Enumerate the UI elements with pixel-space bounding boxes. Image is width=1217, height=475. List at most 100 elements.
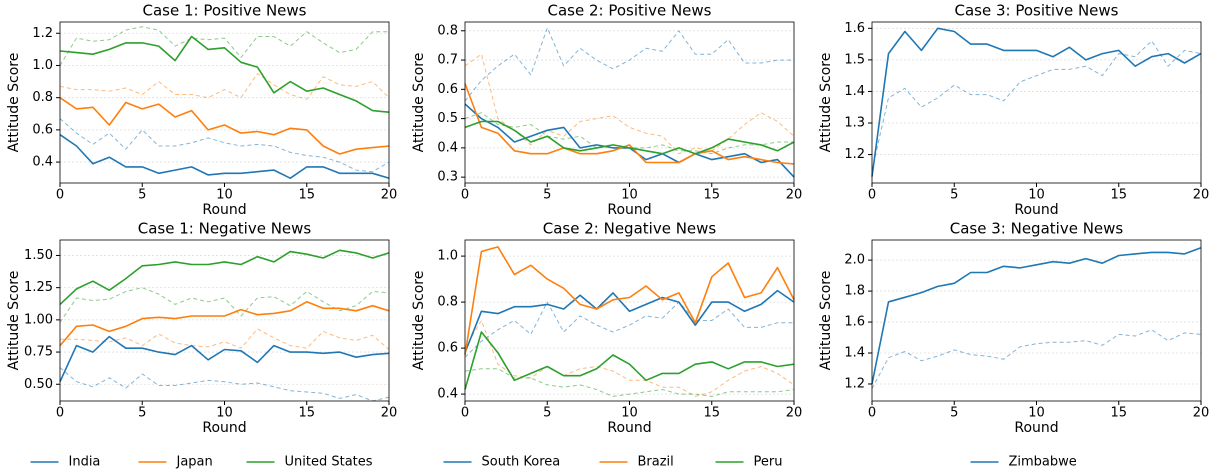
y-tick-label: 1.5 [844,52,865,67]
line-series [59,73,390,100]
y-tick-label: 0.4 [437,387,458,402]
y-tick-label: 0.4 [32,155,53,170]
x-tick-label: 5 [950,406,958,421]
plot-frame [59,239,390,402]
y-tick-label: 1.4 [844,84,865,99]
line-series [464,27,794,102]
line-series [871,329,1202,389]
line-series [464,289,795,353]
y-tick-label: 0.8 [437,295,458,310]
line-series [464,246,795,356]
y-tick-label: 1.6 [844,315,865,330]
line-series [59,35,390,113]
line-series [464,120,795,155]
x-axis-label: Round [202,420,246,436]
plot-frame [871,239,1202,402]
plot-frame [464,239,795,402]
y-tick-label: 1.25 [24,280,53,295]
legend: South Korea Brazil Peru [443,455,783,470]
x-axis-label: Round [1014,420,1058,436]
line-series [464,368,795,397]
line-series [871,246,1202,385]
line-series [464,103,795,178]
x-tick-label: 0 [461,406,469,421]
y-tick-label: 1.8 [844,284,865,299]
plot-frame [59,21,390,184]
line-series [871,27,1202,177]
line-series [464,83,795,165]
subplot-title: Case 1: Negative News [138,220,312,238]
y-axis-label: Attitude Score [411,271,427,371]
x-tick-label: 0 [868,188,876,203]
y-tick-label: 2.0 [844,253,865,268]
x-tick-label: 5 [543,188,551,203]
legend-label: Brazil [638,455,674,470]
x-tick-label: 5 [138,406,146,421]
subplot-title: Case 2: Positive News [548,2,712,20]
x-tick-label: 0 [56,188,64,203]
x-tick-label: 20 [381,188,398,203]
y-tick-label: 1.2 [844,147,865,162]
x-tick-label: 20 [1193,406,1210,421]
legend-label: India [69,455,101,470]
x-tick-label: 20 [381,406,398,421]
line-series [59,287,390,323]
line-series [464,320,795,397]
subplot: Case 2: Negative News 0.4 0.6 0.8 1.0 0 5 10 15 2… [411,220,802,437]
y-axis-label: Attitude Score [411,53,427,153]
y-tick-label: 1.00 [24,312,53,327]
x-tick-label: 20 [1193,188,1210,203]
legend-label: South Korea [482,455,561,470]
y-tick-label: 1.2 [844,376,865,391]
y-tick-label: 0.50 [24,377,53,392]
y-tick-label: 1.4 [844,346,865,361]
x-tick-label: 15 [298,406,315,421]
y-tick-label: 0.8 [32,90,53,105]
x-tick-label: 20 [786,406,803,421]
y-tick-label: 0.6 [437,82,458,97]
line-series [464,301,794,358]
line-series [59,301,390,347]
line-series [59,26,389,66]
subplot: Case 2: Positive News 0.3 0.4 0.5 0.6 0.7 0.8 0… [411,2,802,219]
x-tick-label: 5 [950,188,958,203]
x-axis-label: Round [607,202,651,218]
subplot: Case 1: Negative News 0.50 0.75 1.00 1.25 1.5… [6,220,397,437]
x-tick-label: 15 [703,406,720,421]
y-tick-label: 0.7 [437,53,458,68]
y-tick-label: 0.6 [32,122,53,137]
y-tick-label: 1.0 [32,58,53,73]
subplot: Case 1: Positive News 0.4 0.6 0.8 1.0 1.2 0 5 10… [6,2,397,219]
line-series [59,97,390,155]
line-series [871,40,1202,171]
legend-label: Japan [176,455,213,470]
x-tick-label: 0 [56,406,64,421]
x-axis-label: Round [607,420,651,436]
y-tick-label: 0.4 [437,140,458,155]
x-axis-label: Round [202,202,246,218]
subplot-title: Case 3: Negative News [950,220,1124,238]
line-series [59,335,390,383]
x-tick-label: 15 [1110,188,1127,203]
y-tick-label: 0.3 [437,170,458,185]
x-tick-label: 10 [216,188,233,203]
y-axis-label: Attitude Score [818,53,834,153]
x-tick-label: 15 [703,188,720,203]
line-series [59,249,390,305]
x-tick-label: 20 [786,188,803,203]
legend: Zimbabwe [970,455,1077,470]
x-tick-label: 5 [138,188,146,203]
y-axis-label: Attitude Score [6,271,22,371]
x-tick-label: 15 [298,188,315,203]
plot-frame [464,21,795,184]
legend-label: Peru [754,455,783,470]
x-axis-label: Round [1014,202,1058,218]
x-tick-label: 10 [1028,406,1045,421]
subplot-title: Case 3: Positive News [955,2,1119,20]
subplot-title: Case 2: Negative News [543,220,717,238]
legend: India Japan United States [30,455,373,470]
plot-frame [871,21,1202,184]
x-tick-label: 10 [1028,188,1045,203]
y-tick-label: 0.75 [24,345,53,360]
